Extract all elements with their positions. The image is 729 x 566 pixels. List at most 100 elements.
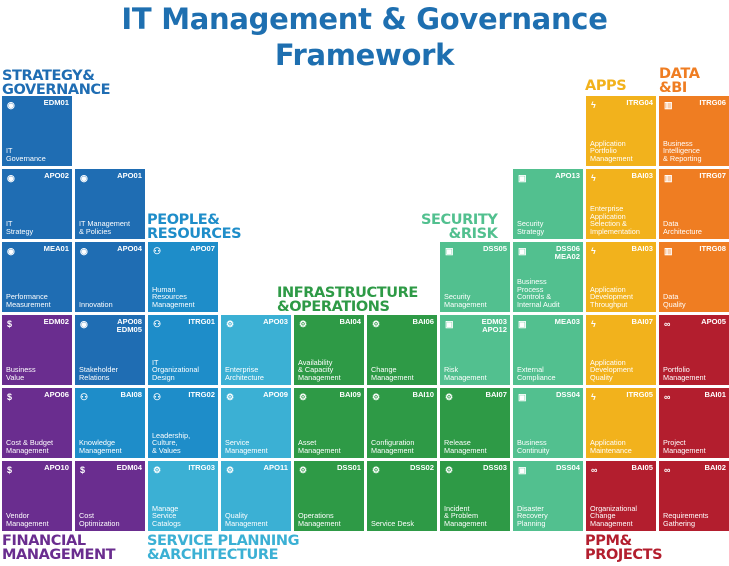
dollar-icon: $ [7, 465, 13, 475]
tile-mea01: ◉ MEA01 Performance Measurement [2, 242, 72, 312]
dollar-icon: $ [7, 319, 13, 329]
tile-name: Change Management [371, 365, 414, 383]
tile-name: Human Resources Management [152, 284, 195, 310]
tile-name: Configuration Management [371, 438, 415, 456]
tile-bai06: ⚙ BAI06 Change Management [367, 315, 437, 385]
tile-name: Vendor Management [6, 511, 49, 529]
tile-apo06: $ APO06 Cost & Budget Management [2, 388, 72, 458]
category-service-planning-architecture: SERVICE PLANNING &ARCHITECTURE [147, 533, 300, 563]
tile-code: EDM03 APO12 [481, 317, 507, 334]
category-strategy-governance: STRATEGY& GOVERNANCE [2, 68, 111, 98]
tile-name: Project Management [663, 438, 706, 456]
eye-icon: ◉ [80, 173, 88, 183]
tile-code: ITRG07 [699, 171, 726, 180]
tile-name: Business Process Controls & Internal Aud… [517, 276, 560, 310]
tile-name: Disaster Recovery Planning [517, 503, 548, 529]
lock-icon: ▣ [518, 319, 527, 329]
tile-name: Release Management [444, 438, 487, 456]
tile-name: External Compliance [517, 365, 556, 383]
tile-code: APO06 [44, 390, 69, 399]
tile-name: Requirements Gathering [663, 511, 709, 529]
tile-edm02: $ EDM02 Business Value [2, 315, 72, 385]
people-icon: ⚇ [153, 246, 162, 256]
tile-code: EDM02 [43, 317, 69, 326]
tile-name: IT Management & Policies [79, 219, 130, 237]
gear-icon: ⚙ [299, 392, 308, 402]
tile-name: Knowledge Management [79, 438, 122, 456]
tile-apo09: ⚙ APO09 Service Management [221, 388, 291, 458]
tile-code: APO05 [701, 317, 726, 326]
tile-code: BAI02 [704, 463, 726, 472]
tile-apo04: ◉ APO04 Innovation [75, 242, 145, 312]
dollar-icon: $ [7, 392, 13, 402]
tile-itrg05: ϟ ITRG05 Application Maintenance [586, 388, 656, 458]
tile-code: DSS03 [482, 463, 507, 472]
tile-name: IT Organizational Design [152, 357, 200, 383]
tile-mea03: ▣ MEA03 External Compliance [513, 315, 583, 385]
tile-name: Business Intelligence & Reporting [663, 138, 702, 164]
tile-apo01: ◉ APO01 IT Management & Policies [75, 169, 145, 239]
tile-code: BAI01 [704, 390, 726, 399]
tile-code: BAI03 [631, 171, 653, 180]
tile-dss05: ▣ DSS05 Security Management [440, 242, 510, 312]
tile-code: ITRG04 [626, 98, 653, 107]
lock-icon: ▣ [445, 319, 454, 329]
tile-name: Service Desk [371, 519, 414, 529]
lock-icon: ▣ [445, 246, 454, 256]
bolt-icon: ϟ [591, 246, 596, 256]
tile-name: Operations Management [298, 511, 341, 529]
people-icon: ⚇ [80, 392, 89, 402]
tile-code: BAI06 [412, 317, 434, 326]
tile-bai10: ⚙ BAI10 Configuration Management [367, 388, 437, 458]
lock-icon: ▣ [518, 392, 527, 402]
tile-name: Application Portfolio Management [590, 138, 633, 164]
tile-bai09: ⚙ BAI09 Asset Management [294, 388, 364, 458]
tile-itrg02: ⚇ ITRG02 Leadership, Culture, & Values [148, 388, 218, 458]
tile-name: IT Strategy [6, 219, 34, 237]
tile-name: Enterprise Architecture [225, 365, 264, 383]
tile-code: ITRG08 [699, 244, 726, 253]
tile-dss01: ⚙ DSS01 Operations Management [294, 461, 364, 531]
tile-itrg04: ϟ ITRG04 Application Portfolio Management [586, 96, 656, 166]
tile-code: APO04 [117, 244, 142, 253]
tile-name: Leadership, Culture, & Values [152, 430, 191, 456]
tile-code: APO02 [44, 171, 69, 180]
bolt-icon: ϟ [591, 319, 596, 329]
tile-bai03: ϟ BAI03 Enterprise Application Selection &… [586, 169, 656, 239]
lock-icon: ▣ [518, 465, 527, 475]
tile-name: Business Value [6, 365, 36, 383]
tile-bai04: ⚙ BAI04 Availability & Capacity Management [294, 315, 364, 385]
gear-icon: ⚙ [372, 392, 381, 402]
tile-code: BAI04 [339, 317, 361, 326]
tile-bai07: ⚙ BAI07 Release Management [440, 388, 510, 458]
tile-code: APO10 [44, 463, 69, 472]
tile-code: MEA01 [43, 244, 69, 253]
tile-apo13: ▣ APO13 Security Strategy [513, 169, 583, 239]
tile-code: DSS04 [555, 463, 580, 472]
gears-icon: ⚙ [226, 392, 235, 402]
tile-name: Portfolio Management [663, 365, 706, 383]
bar-chart-icon: ▥ [664, 173, 673, 183]
tile-code: EDM04 [116, 463, 142, 472]
gear-icon: ⚙ [372, 465, 381, 475]
bolt-icon: ϟ [591, 100, 596, 110]
bolt-icon: ϟ [591, 173, 596, 183]
tile-code: BAI09 [339, 390, 361, 399]
tile-itrg01: ⚇ ITRG01 IT Organizational Design [148, 315, 218, 385]
tile-itrg06: ▥ ITRG06 Business Intelligence & Reporting [659, 96, 729, 166]
tile-name: Manage Service Catalogs [152, 503, 181, 529]
tile-name: Cost Optimization [79, 511, 120, 529]
eye-icon: ◉ [7, 100, 15, 110]
tile-edm03: ▣ EDM03 APO12 Risk Management [440, 315, 510, 385]
tile-apo10: $ APO10 Vendor Management [2, 461, 72, 531]
tile-code: APO11 [263, 463, 288, 472]
tile-code: BAI03 [631, 244, 653, 253]
link-icon: ∞ [664, 319, 671, 329]
people-icon: ⚇ [153, 392, 162, 402]
tile-name: Security Management [444, 292, 487, 310]
tile-name: Cost & Budget Management [6, 438, 54, 456]
tile-bai08: ⚇ BAI08 Knowledge Management [75, 388, 145, 458]
tile-code: DSS04 [555, 390, 580, 399]
bar-chart-icon: ▥ [664, 246, 673, 256]
tile-code: BAI08 [120, 390, 142, 399]
